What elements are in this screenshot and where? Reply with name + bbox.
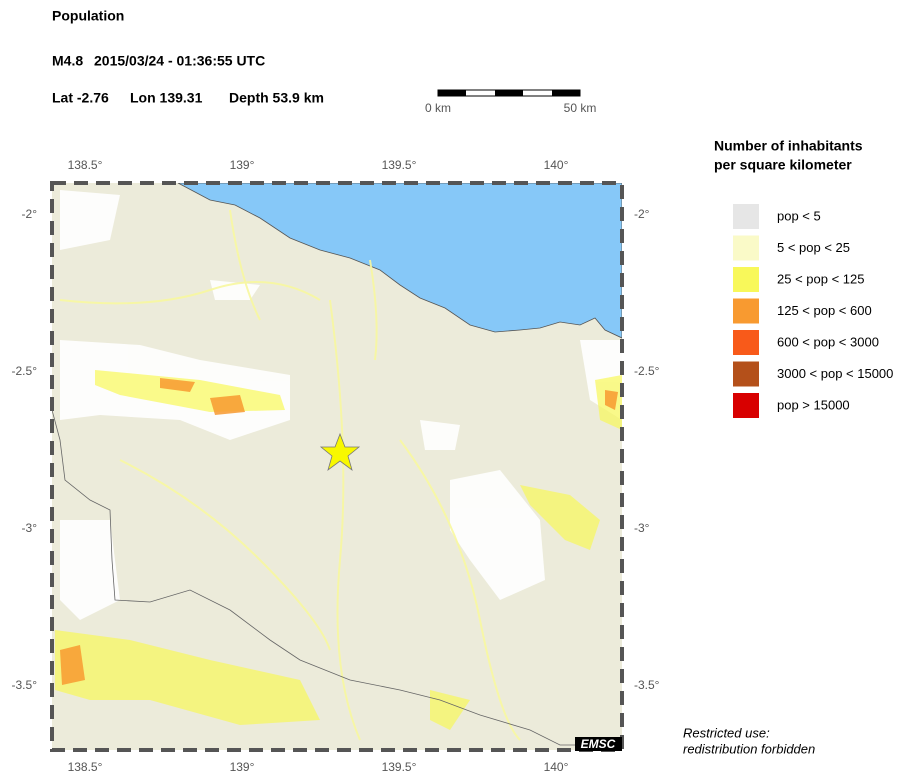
lon-tick-label: 138.5° bbox=[68, 158, 103, 172]
legend-label: 600 < pop < 3000 bbox=[777, 334, 879, 349]
lat-tick-label: -3.5° bbox=[12, 678, 38, 692]
credit-box bbox=[575, 737, 622, 751]
magnitude: M4.8 bbox=[52, 53, 83, 69]
legend-label: 125 < pop < 600 bbox=[777, 303, 872, 318]
legend-label: 25 < pop < 125 bbox=[777, 271, 864, 286]
lon-tick-label: 139° bbox=[230, 158, 255, 172]
lon-tick-label: 140° bbox=[544, 760, 569, 774]
legend-swatch bbox=[733, 330, 759, 355]
legend-label: pop > 15000 bbox=[777, 397, 850, 412]
lat-tick-label: -3° bbox=[634, 521, 650, 535]
lon-tick-label: 139° bbox=[230, 760, 255, 774]
map-area bbox=[52, 183, 622, 750]
legend-label: 5 < pop < 25 bbox=[777, 240, 850, 255]
legend-title: Number of inhabitants bbox=[714, 138, 863, 154]
event-time: 2015/03/24 - 01:36:55 UTC bbox=[94, 53, 265, 69]
legend-swatch bbox=[733, 235, 759, 261]
lon-tick-label: 138.5° bbox=[68, 760, 103, 774]
legend-title: per square kilometer bbox=[714, 157, 852, 173]
lat-tick-label: -2.5° bbox=[12, 364, 38, 378]
legend-swatch bbox=[733, 393, 759, 418]
lon-tick-label: 139.5° bbox=[382, 760, 417, 774]
notice: Restricted use: bbox=[683, 725, 770, 740]
legend-swatch bbox=[733, 204, 759, 229]
scale-bar bbox=[437, 89, 581, 97]
legend-swatch bbox=[733, 361, 759, 387]
lat-tick-label: -2.5° bbox=[634, 364, 660, 378]
scale-end: 50 km bbox=[564, 101, 597, 115]
lat-tick-label: -3° bbox=[22, 521, 38, 535]
map-frame bbox=[50, 181, 624, 752]
lon-tick-label: 139.5° bbox=[382, 158, 417, 172]
legend-label: 3000 < pop < 15000 bbox=[777, 366, 893, 381]
scale-start: 0 km bbox=[425, 101, 451, 115]
legend-label: pop < 5 bbox=[777, 208, 821, 223]
lon-tick-label: 140° bbox=[544, 158, 569, 172]
notice: redistribution forbidden bbox=[683, 741, 815, 756]
legend-swatch bbox=[733, 298, 759, 324]
latitude: Lat -2.76 bbox=[52, 90, 109, 106]
title: Population bbox=[52, 8, 124, 24]
depth: Depth 53.9 km bbox=[229, 90, 324, 106]
epicenter-star bbox=[319, 432, 361, 472]
lat-tick-label: -2° bbox=[22, 207, 38, 221]
lat-tick-label: -3.5° bbox=[634, 678, 660, 692]
credit: EMSC bbox=[581, 737, 616, 751]
legend-swatch bbox=[733, 267, 759, 292]
longitude: Lon 139.31 bbox=[130, 90, 203, 106]
lat-tick-label: -2° bbox=[634, 207, 650, 221]
